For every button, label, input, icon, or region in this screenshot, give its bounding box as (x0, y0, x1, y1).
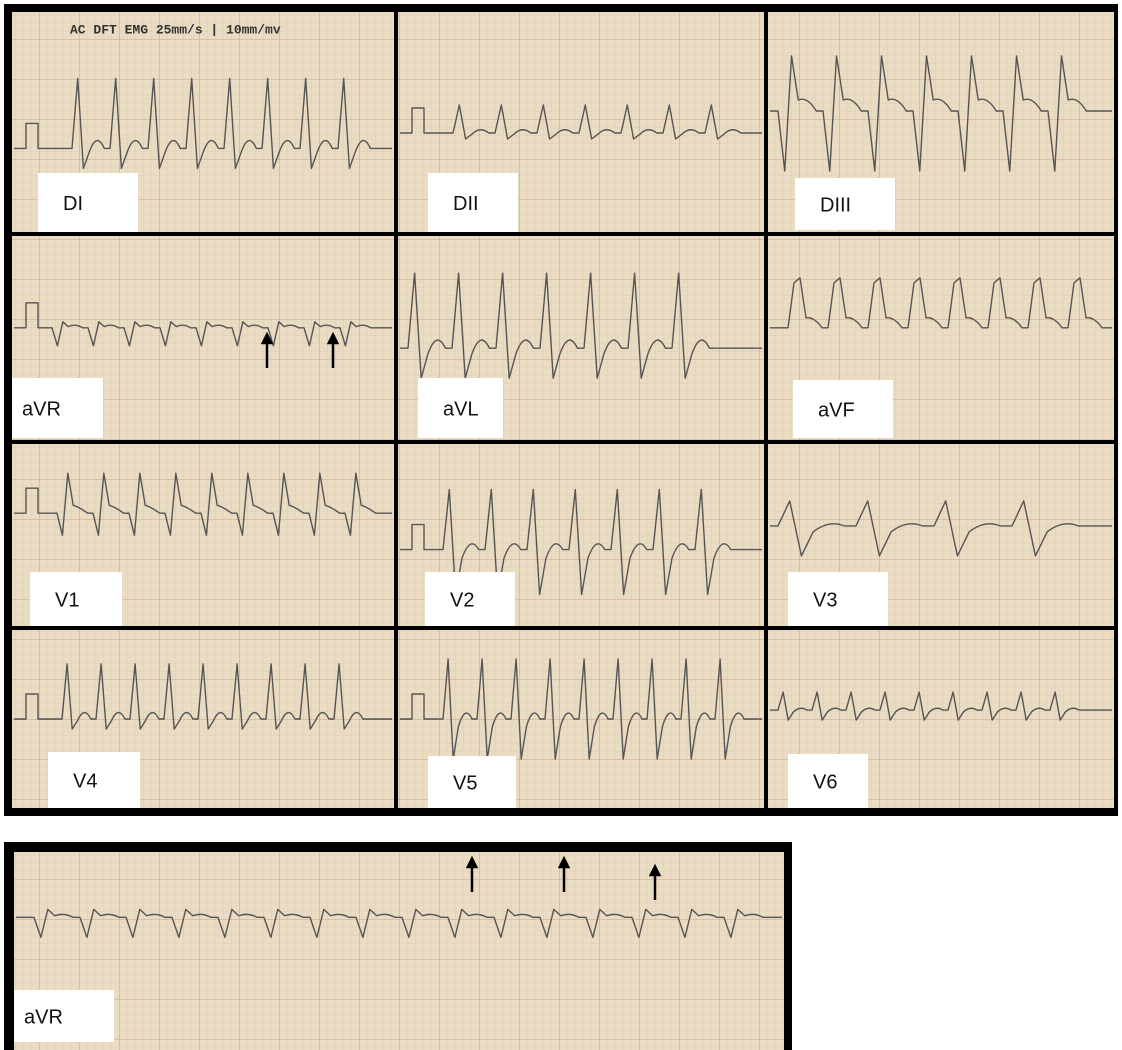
recording-settings: AC DFT EMG 25mm/s | 10mm/mv (70, 22, 281, 37)
ecg-figure: DI DII DIII aVR aVL aVF V1 V2 V3 V4 V5 V6 aVR AC DFT… (0, 0, 1122, 1050)
lead-label-box (788, 572, 888, 626)
lead-label: V4 (73, 770, 97, 792)
lead-label: aVR (24, 1006, 63, 1028)
lead-label: V5 (453, 772, 477, 794)
lead-label: aVR (22, 398, 61, 420)
ecg-grid (14, 852, 784, 1050)
lead-label-box (38, 173, 138, 232)
lead-label: aVL (443, 398, 479, 420)
lead-label: V2 (450, 589, 474, 611)
lead-label: V6 (813, 771, 837, 793)
lead-label: DI (63, 193, 83, 215)
lead-label: DIII (820, 194, 851, 216)
lead-label: DII (453, 193, 479, 215)
lead-label: aVF (818, 399, 855, 421)
lead-label: V1 (55, 589, 79, 611)
lead-label: V3 (813, 589, 837, 611)
